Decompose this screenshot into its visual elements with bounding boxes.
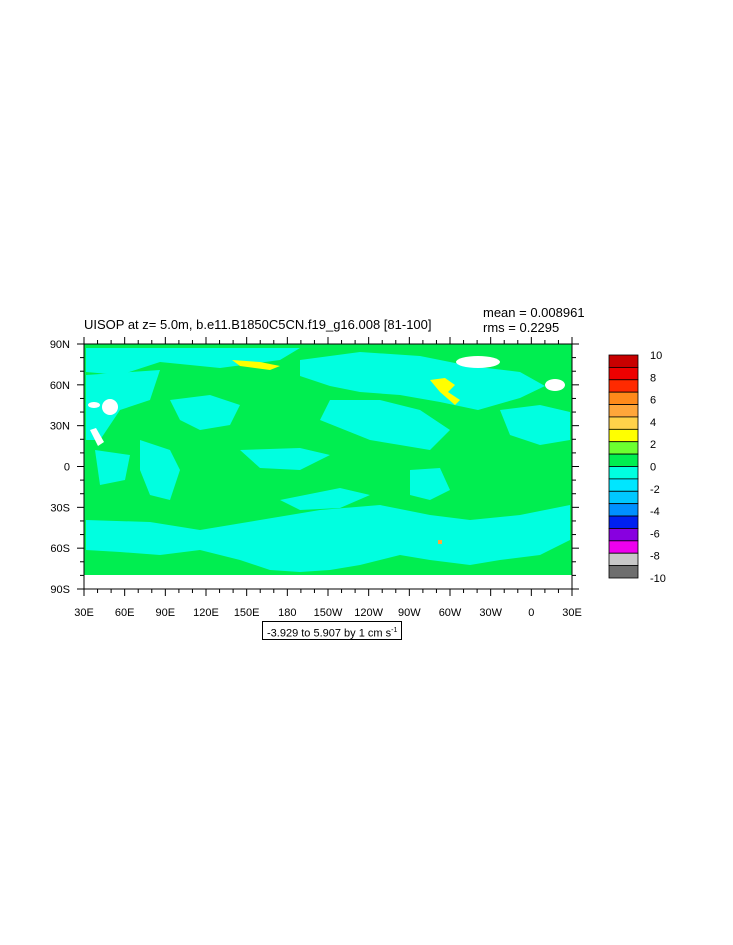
y-tick-label: 60S — [50, 543, 70, 555]
mask-blob — [102, 399, 118, 415]
colorbar-label: -10 — [650, 573, 666, 585]
colorbar-label: 0 — [650, 462, 656, 474]
mean-value: mean = 0.008961 — [483, 305, 585, 320]
x-tick-label: 120W — [354, 607, 383, 619]
field-high — [232, 360, 280, 370]
field-negative-region — [300, 352, 545, 410]
colorbar-swatch — [608, 503, 639, 517]
map-field — [84, 344, 572, 589]
mask-blob — [88, 402, 100, 408]
field-negative-region — [86, 348, 300, 375]
x-tick-label: 150W — [314, 607, 343, 619]
colorbar-swatch — [608, 453, 639, 467]
y-tick-label: 90S — [50, 584, 70, 596]
field-negative-region — [86, 370, 160, 440]
field-negative-region — [86, 505, 570, 572]
x-tick-label: 30W — [479, 607, 502, 619]
field-high — [438, 540, 442, 544]
field-negative-region — [140, 440, 180, 500]
colorbar-label: -4 — [650, 506, 660, 518]
x-tick-label: 60E — [115, 607, 135, 619]
colorbar-label: 6 — [650, 395, 656, 407]
colorbar-swatch — [608, 540, 639, 554]
y-tick-label: 30N — [50, 421, 70, 433]
colorbar-label: 2 — [650, 439, 656, 451]
y-tick-label: 90N — [50, 339, 70, 351]
colorbar: 10 8 6 4 2 0 -2 -4 -6 -8 -10 — [608, 350, 666, 585]
y-tick-label: 30S — [50, 502, 70, 514]
x-tick-label: 180 — [278, 607, 296, 619]
colorbar-swatch — [608, 466, 639, 480]
field-negative-region — [500, 405, 570, 445]
field-negative-region — [320, 400, 450, 450]
colorbar-swatch — [608, 528, 639, 542]
x-tick-label: 150E — [234, 607, 260, 619]
colorbar-label: 8 — [650, 372, 656, 384]
colorbar-swatch — [608, 391, 639, 405]
colorbar-label: 4 — [650, 417, 656, 429]
antarctica-mask — [84, 575, 572, 589]
field-negative-region — [170, 395, 240, 430]
colorbar-swatch — [608, 478, 639, 492]
field-negative-region — [410, 468, 450, 500]
colorbar-swatch — [608, 416, 639, 430]
range-label-unit-exp: -1 — [391, 627, 398, 634]
x-tick-label: 90E — [156, 607, 176, 619]
colorbar-swatch — [608, 366, 639, 381]
x-tick-label: 0 — [528, 607, 534, 619]
mask-blob — [90, 428, 104, 446]
x-tick-label: 30E — [562, 607, 582, 619]
colorbar-label: -2 — [650, 484, 660, 496]
colorbar-swatch — [608, 404, 639, 418]
field-negative-region — [95, 450, 130, 485]
y-tick-label: 60N — [50, 380, 70, 392]
chart-title: UISOP at z= 5.0m, b.e11.B1850C5CN.f19_g1… — [84, 317, 432, 332]
colorbar-label: -8 — [650, 551, 660, 563]
rms-value: rms = 0.2295 — [483, 320, 560, 335]
x-tick-label: 120E — [193, 607, 219, 619]
colorbar-swatch — [608, 552, 639, 567]
x-tick-label: 30E — [74, 607, 94, 619]
range-label: -3.929 to 5.907 by 1 cm s-1 — [262, 621, 403, 640]
mask-blob — [545, 379, 565, 391]
colorbar-swatch — [608, 428, 639, 443]
colorbar-swatch — [608, 565, 639, 579]
field-high — [430, 378, 460, 405]
colorbar-swatch — [608, 515, 639, 529]
colorbar-swatch — [608, 379, 639, 393]
colorbar-swatch — [608, 354, 639, 368]
colorbar-swatch — [608, 490, 639, 505]
mask-blob — [456, 356, 500, 368]
colorbar-label: 10 — [650, 350, 662, 362]
y-tick-label: 0 — [64, 462, 70, 474]
x-tick-label: 60W — [439, 607, 462, 619]
y-axis: 90N 60N 30N 0 30S 60S 90S — [50, 339, 579, 596]
range-label-text: -3.929 to 5.907 by 1 cm s — [267, 627, 392, 640]
field-negative-region — [240, 448, 330, 470]
x-tick-label: 90W — [398, 607, 421, 619]
colorbar-label: -6 — [650, 528, 660, 540]
x-axis: 30E 60E 90E 120E 150E 180 150W 120W 90W 60W 30W 0 30… — [74, 337, 582, 619]
colorbar-swatch — [608, 441, 639, 455]
field-negative-region — [280, 488, 370, 510]
